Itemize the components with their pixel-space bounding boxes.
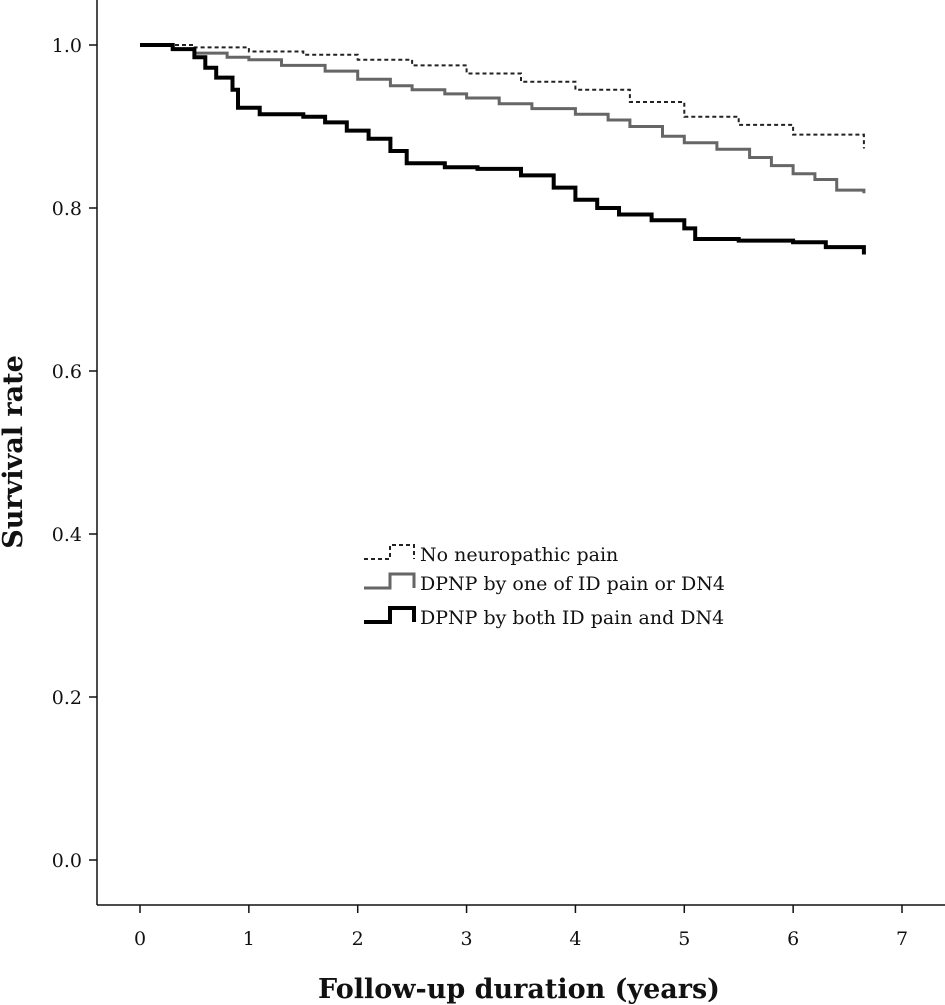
legend-swatch-1 [364,572,416,590]
legend-label-2: DPNP by both ID pain and DN4 [420,607,724,629]
series-line-1 [140,43,866,194]
x-axis-title: Follow-up duration (years) [318,974,720,1005]
series-line-2 [140,43,866,255]
y-tick-label-4: 0.8 [52,198,82,220]
x-tick-label-1: 1 [243,928,255,950]
y-tick-label-0: 0.0 [52,850,82,872]
legend-label-1: DPNP by one of ID pain or DN4 [420,573,725,595]
x-tick-label-4: 4 [569,928,581,950]
legend: No neuropathic pain DPNP by one of ID pai… [364,544,725,629]
legend-swatch-0 [364,544,415,560]
x-tick-label-2: 2 [352,928,364,950]
legend-label-0: No neuropathic pain [420,544,618,566]
legend-swatch-2 [364,606,416,624]
y-axis-title: Survival rate [0,355,29,549]
x-tick-label-0: 0 [134,928,146,950]
y-ticks: 0.0 0.2 0.4 0.6 0.8 1.0 [52,35,97,872]
series-lines [140,43,866,255]
x-tick-label-5: 5 [678,928,690,950]
y-tick-label-1: 0.2 [52,687,82,709]
y-tick-label-3: 0.6 [52,361,82,383]
y-tick-label-5: 1.0 [52,35,82,57]
x-tick-label-3: 3 [461,928,473,950]
series-line-0 [140,44,865,149]
x-tick-label-6: 6 [787,928,799,950]
x-ticks: 0 1 2 3 4 5 6 7 [134,905,908,950]
y-tick-label-2: 0.4 [52,524,82,546]
x-tick-label-7: 7 [896,928,908,950]
